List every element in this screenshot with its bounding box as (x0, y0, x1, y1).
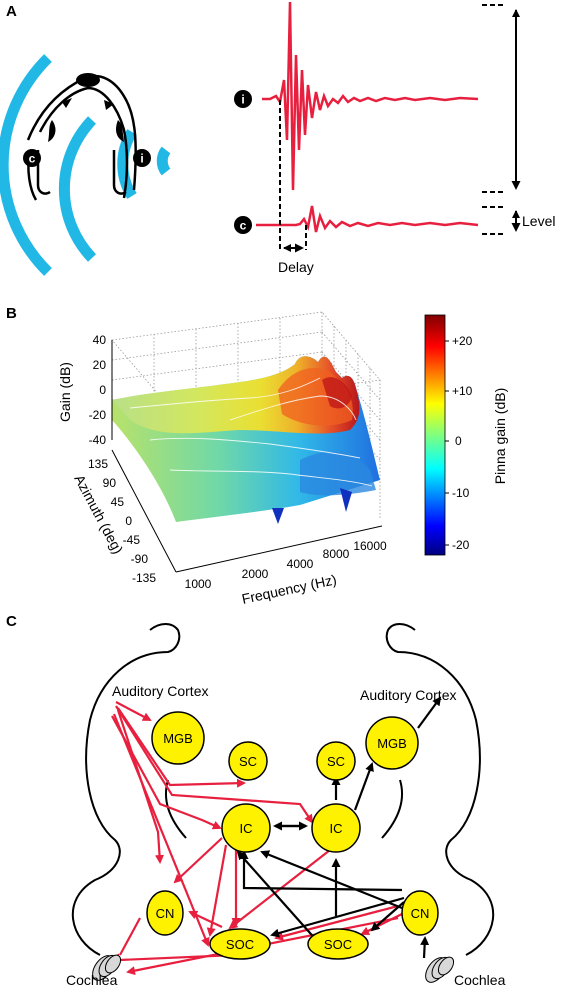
azimuth-tick: 45 (111, 495, 125, 509)
ear-fold-left (48, 120, 56, 142)
gain-tick: 0 (99, 383, 106, 397)
azimuth-tick: 90 (103, 476, 117, 490)
ear-fold-right (116, 120, 124, 142)
node-ic-left: IC (221, 803, 271, 853)
panel-c: C (6, 613, 506, 988)
node-mgb-left: MGB (151, 711, 205, 765)
frequency-tick: 1000 (185, 577, 212, 591)
azimuth-tick: 0 (125, 514, 132, 528)
sound-waves (0, 54, 171, 276)
svg-text:c: c (29, 152, 36, 166)
svg-text:MGB: MGB (377, 736, 407, 751)
colorbar-ticks: +20 +10 0 -10 -20 (445, 334, 473, 552)
sound-wave-middle (58, 116, 97, 262)
left-cortex-label: Auditory Cortex (112, 683, 208, 699)
gain-ticks: 40 20 0 -20 -40 (89, 333, 107, 447)
ipsilateral-waveform (262, 1, 479, 191)
gain-tick: -40 (89, 433, 107, 447)
marker-i-wave: i (234, 90, 252, 108)
colorbar-tick: +20 (452, 334, 473, 348)
eye-left (62, 98, 72, 108)
azimuth-ticks: 135 90 45 0 -45 -90 -135 (88, 457, 156, 585)
node-mgb-right: MGB (365, 716, 419, 770)
contralateral-waveform (256, 205, 479, 233)
gain-tick: -20 (89, 408, 107, 422)
azimuth-tick: -90 (131, 552, 149, 566)
cochlea-left-label: Cochlea (66, 972, 118, 988)
frequency-tick: 4000 (287, 557, 314, 571)
marker-c-head: c (23, 149, 41, 167)
gain-tick: 40 (93, 333, 107, 347)
panel-b: B (6, 305, 508, 607)
level-markers (482, 4, 506, 235)
panel-a-letter: A (6, 3, 17, 20)
frequency-tick: 8000 (323, 547, 350, 561)
azimuth-axis-line (111, 449, 177, 573)
svg-text:MGB: MGB (163, 731, 193, 746)
colorbar-tick: -20 (452, 538, 470, 552)
azimuth-axis-label: Azimuth (deg) (71, 472, 126, 556)
gain-axis-label: Gain (dB) (57, 362, 73, 422)
node-soc-right: SOC (307, 928, 369, 960)
panel-b-letter: B (6, 305, 17, 322)
svg-text:CN: CN (411, 906, 430, 921)
svg-text:SC: SC (239, 754, 257, 769)
panel-a: A c i (0, 1, 555, 276)
svg-text:CN: CN (156, 906, 175, 921)
sound-wave-outer (0, 54, 52, 276)
marker-c-wave: c (234, 216, 252, 234)
frequency-tick: 2000 (242, 567, 269, 581)
ascending-projections (236, 696, 442, 959)
sound-wave-source (156, 146, 171, 176)
colorbar-tick: 0 (455, 434, 462, 448)
svg-text:IC: IC (330, 821, 343, 836)
panel-c-letter: C (6, 613, 17, 630)
level-label: Level (522, 213, 555, 229)
sound-wave-inner (117, 129, 137, 199)
colorbar-label: Pinna gain (dB) (492, 388, 508, 485)
azimuth-tick: -135 (132, 571, 156, 585)
node-cn-left: CN (146, 890, 184, 936)
delay-label: Delay (278, 259, 314, 275)
cochlea-right-label: Cochlea (454, 972, 506, 988)
nose (76, 73, 100, 87)
frequency-axis-line (175, 525, 383, 573)
node-sc-right: SC (316, 741, 356, 781)
azimuth-tick: 135 (88, 457, 108, 471)
gain-tick: 20 (93, 358, 107, 372)
azimuth-tick: -45 (123, 533, 141, 547)
cochlea-right-icon (425, 956, 455, 983)
pinna-gain-surface (112, 356, 380, 524)
colorbar-tick: -10 (452, 486, 470, 500)
svg-text:IC: IC (240, 821, 253, 836)
node-cn-right: CN (401, 890, 439, 936)
svg-text:SOC: SOC (226, 937, 254, 952)
svg-text:SOC: SOC (324, 937, 352, 952)
eye-right (104, 100, 114, 110)
colorbar (424, 314, 446, 556)
cochlea-left-icon (92, 954, 122, 981)
svg-text:i: i (140, 152, 143, 166)
node-ic-right: IC (311, 803, 361, 853)
marker-i-head: i (133, 149, 151, 167)
svg-text:c: c (240, 219, 247, 233)
node-sc-left: SC (228, 741, 268, 781)
svg-text:SC: SC (327, 754, 345, 769)
frequency-tick: 16000 (353, 539, 387, 553)
node-soc-left: SOC (209, 928, 271, 960)
svg-text:i: i (241, 93, 244, 107)
right-cortex-label: Auditory Cortex (360, 687, 456, 703)
frequency-ticks: 1000 2000 4000 8000 16000 (185, 539, 387, 591)
colorbar-tick: +10 (452, 384, 473, 398)
